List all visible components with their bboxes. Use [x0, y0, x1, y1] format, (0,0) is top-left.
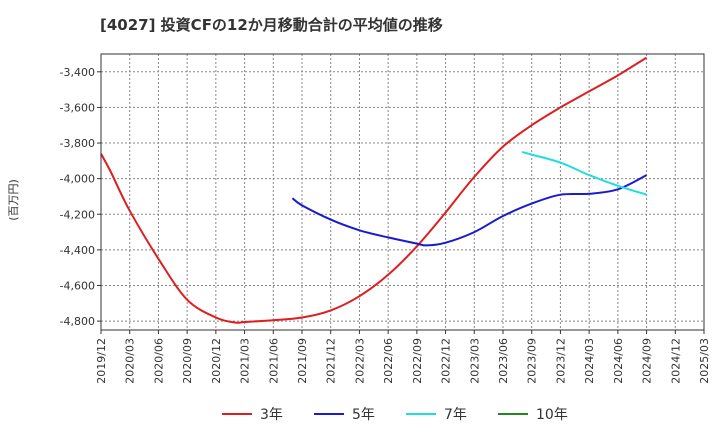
series-line-1 — [100, 56, 648, 324]
x-tick-label: 2021/09 — [296, 338, 309, 384]
x-tick-label: 2019/12 — [95, 338, 108, 384]
x-tick-label: 2020/03 — [124, 338, 137, 384]
series-line-2 — [291, 174, 648, 247]
legend: 3年 5年 7年 10年 — [222, 407, 568, 423]
x-tick-label: 2021/12 — [325, 338, 338, 384]
legend-label-2: 5年 — [352, 407, 375, 423]
y-axis-label: (百万円) — [7, 179, 20, 221]
x-tick-label: 2022/06 — [382, 338, 395, 384]
series-lines — [100, 56, 648, 324]
y-tick-label: -4,200 — [60, 208, 95, 221]
y-tick-label: -4,800 — [60, 315, 95, 328]
legend-label-1: 3年 — [260, 407, 283, 423]
x-tick-label: 2023/12 — [554, 338, 567, 384]
x-tick-label: 2021/03 — [239, 338, 252, 384]
x-tick-label: 2024/12 — [669, 338, 682, 384]
x-tick-label: 2023/03 — [468, 338, 481, 384]
x-tick-label: 2024/03 — [583, 338, 596, 384]
x-tick-label: 2020/06 — [152, 338, 165, 384]
x-tick-label: 2022/03 — [353, 338, 366, 384]
x-ticks: 2019/12 2020/03 2020/06 2020/09 2020/12 2021/… — [95, 330, 711, 384]
grid — [100, 54, 705, 330]
y-tick-label: -3,400 — [60, 66, 95, 79]
x-tick-label: 2024/06 — [612, 338, 625, 384]
series-line-3 — [521, 150, 647, 196]
x-tick-label: 2020/12 — [210, 338, 223, 384]
x-tick-label: 2025/03 — [698, 338, 711, 384]
x-tick-label: 2022/09 — [411, 338, 424, 384]
chart-title: [4027] 投資CFの12か月移動合計の平均値の推移 — [100, 16, 443, 34]
x-tick-label: 2022/12 — [440, 338, 453, 384]
y-tick-label: -3,600 — [60, 101, 95, 114]
plot-area — [100, 53, 705, 331]
y-tick-label: -3,800 — [60, 137, 95, 150]
y-tick-label: -4,000 — [60, 173, 95, 186]
x-tick-label: 2024/09 — [641, 338, 654, 384]
y-tick-label: -4,600 — [60, 279, 95, 292]
x-tick-label: 2023/09 — [526, 338, 539, 384]
x-tick-label: 2021/06 — [267, 338, 280, 384]
legend-label-3: 7年 — [444, 407, 467, 423]
x-tick-label: 2020/09 — [181, 338, 194, 384]
y-tick-label: -4,400 — [60, 244, 95, 257]
x-tick-label: 2023/06 — [497, 338, 510, 384]
legend-label-4: 10年 — [536, 407, 568, 423]
y-ticks: -4,800 -4,600 -4,400 -4,200 -4,000 -3,800 -3,6… — [60, 66, 101, 328]
